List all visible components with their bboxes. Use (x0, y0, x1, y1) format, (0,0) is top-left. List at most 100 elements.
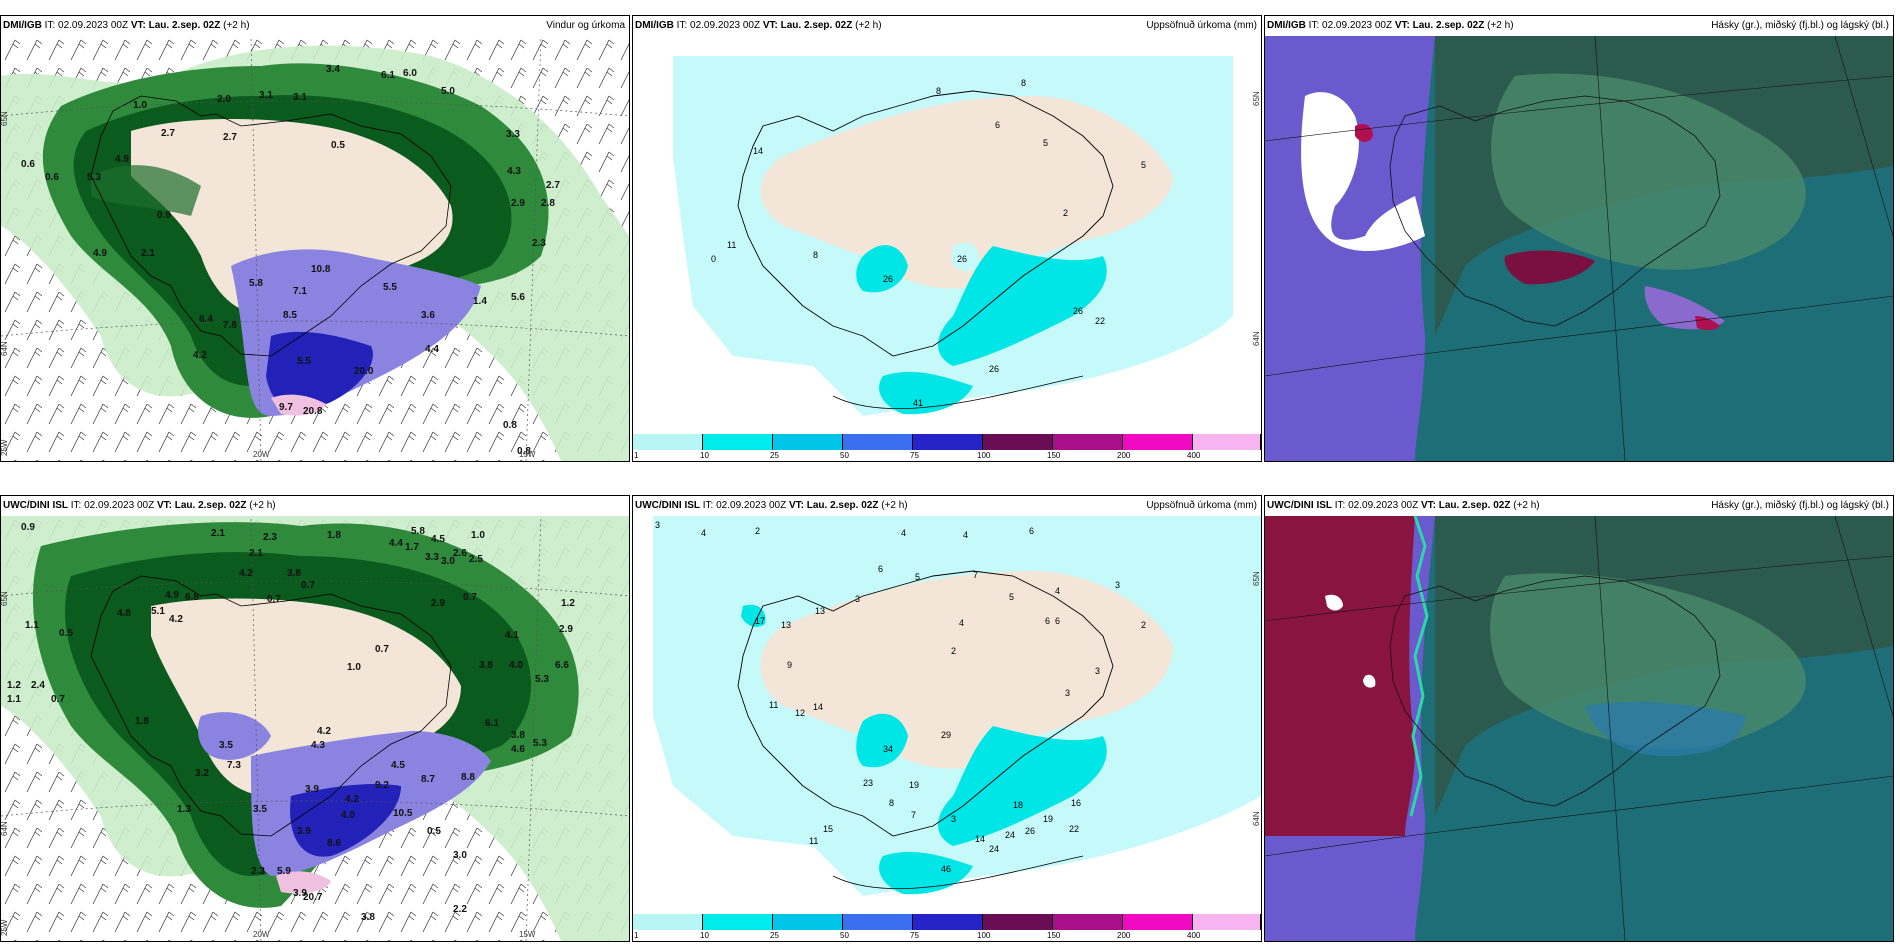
map-value: 4.2 (239, 568, 253, 579)
it-value: 02.09.2023 00Z (1348, 500, 1419, 511)
colorbar-label: 400 (1187, 451, 1201, 460)
colorbar-label: 150 (1047, 931, 1061, 940)
panel-uwc-wind: UWC/DINI ISL IT: 02.09.2023 00Z VT: Lau.… (0, 495, 630, 942)
wind-precip-map: 0.9 2.1 2.3 1.8 5.8 4.5 1.0 4.4 1.7 2.6 … (1, 516, 629, 941)
lead-time: (+2 h) (1487, 20, 1514, 31)
it-value: 02.09.2023 00Z (58, 20, 129, 31)
map-value: 23 (863, 778, 873, 788)
map-value: 4.8 (117, 608, 131, 619)
map-value: 6 (995, 120, 1000, 130)
panel-dmi-wind: DMI/IGB IT: 02.09.2023 00Z VT: Lau. 2.se… (0, 15, 630, 462)
colorbar-segment (633, 434, 703, 450)
map-value: 4.2 (193, 350, 207, 361)
axis-label: 65N (1, 591, 9, 606)
lead-time: (+2 h) (249, 500, 276, 511)
panel-header: DMI/IGB IT: 02.09.2023 00Z VT: Lau. 2.se… (633, 16, 1261, 36)
map-value: 5.8 (411, 526, 425, 537)
map-value: 3.9 (293, 888, 307, 899)
colorbar-label: 50 (840, 451, 849, 460)
precip-map: 3 4 2 4 4 6 6 5 3 17 13 13 7 5 4 3 2 6 6… (633, 516, 1261, 906)
map-value: 0.6 (21, 159, 35, 170)
map-value: 20.0 (354, 366, 374, 377)
map-value: 26 (1025, 826, 1035, 836)
map-value: 0.9 (21, 522, 35, 533)
map-value: 1.1 (25, 620, 39, 631)
panel-uwc-precip: UWC/DINI ISL IT: 02.09.2023 00Z VT: Lau.… (632, 495, 1262, 942)
map-value: 16 (1071, 798, 1081, 808)
colorbar-segment (773, 914, 843, 930)
vt-label: VT: Lau. 2.sep. 02Z (762, 20, 853, 31)
map-value: 3 (951, 814, 956, 824)
map-value: 14 (813, 702, 823, 712)
colorbar-label: 75 (910, 931, 919, 940)
vt-label: VT: Lau. 2.sep. 02Z (156, 500, 247, 511)
axis-label: 25W (1, 439, 9, 456)
map-value: 4.2 (345, 794, 359, 805)
panel-uwc-cloud: UWC/DINI ISL IT: 02.09.2023 00Z VT: Lau.… (1264, 495, 1894, 942)
map-value: 5 (915, 572, 920, 582)
map-value: 5 (1141, 160, 1146, 170)
model-name: UWC/DINI ISL (635, 500, 700, 511)
map-value: 2.7 (546, 180, 560, 191)
panel-dmi-precip: DMI/IGB IT: 02.09.2023 00Z VT: Lau. 2.se… (632, 15, 1262, 462)
axis-label: 65N (1252, 571, 1261, 586)
axis-label: 64N (1252, 331, 1261, 346)
map-value: 13 (815, 606, 825, 616)
map-value: 1.3 (177, 804, 191, 815)
map-value: 2.2 (453, 904, 467, 915)
axis-label: 65N (1, 111, 9, 126)
axis-label: 65N (1252, 91, 1261, 106)
precip-map: 8 8 6 5 5 14 2 0 11 8 26 26 26 22 26 41 … (633, 36, 1261, 426)
lead-time: (+2 h) (223, 20, 250, 31)
colorbar-label: 400 (1187, 931, 1201, 940)
map-value: 8.6 (327, 838, 341, 849)
axis-label: 15W (519, 450, 536, 459)
map-value: 7.1 (293, 286, 307, 297)
map-value: 2.3 (251, 866, 265, 877)
map-value: 0.8 (503, 420, 517, 431)
colorbar-segment (633, 914, 703, 930)
map-value: 41 (913, 398, 923, 408)
map-value: 26 (883, 274, 893, 284)
map-value: 8 (936, 86, 941, 96)
map-value: 4.6 (511, 744, 525, 755)
map-value: 17 (755, 616, 765, 626)
map-value: 7 (911, 810, 916, 820)
map-value: 4 (901, 528, 906, 538)
map-value: 2.5 (469, 554, 483, 565)
cloud-map (1265, 36, 1893, 461)
map-value: 8 (1021, 78, 1026, 88)
map-value: 0.8 (517, 446, 531, 457)
map-value: 0.7 (51, 694, 65, 705)
map-value: 3.0 (441, 556, 455, 567)
map-value: 20.7 (303, 892, 323, 903)
map-value: 2.4 (31, 680, 45, 691)
map-value: 4.9 (93, 248, 107, 259)
map-value: 3.4 (326, 64, 340, 75)
colorbar-segment (1193, 434, 1261, 450)
map-value: 6.0 (403, 68, 417, 79)
map-value: 6 (878, 564, 883, 574)
map-value: 1.0 (471, 530, 485, 541)
map-value: 3.3 (425, 552, 439, 563)
map-value: 3.8 (479, 660, 493, 671)
map-value: 5.6 (511, 292, 525, 303)
map-value: 6.6 (555, 660, 569, 671)
colorbar-segment (913, 914, 983, 930)
map-value: 14 (753, 146, 763, 156)
map-value: 4.4 (389, 538, 403, 549)
colorbar-label: 10 (700, 451, 709, 460)
map-value: 14 (975, 834, 985, 844)
colorbar-segment (1193, 914, 1261, 930)
panel-title: Hásky (gr.), miðský (fj.bl.) og lágský (… (1711, 20, 1889, 31)
map-value: 4 (1055, 586, 1060, 596)
map-value: 0.9 (157, 210, 171, 221)
map-value: 5 (1043, 138, 1048, 148)
map-value: 7 (973, 570, 978, 580)
map-value: 5.8 (249, 278, 263, 289)
colorbar-segment (1123, 914, 1193, 930)
map-value: 4.9 (165, 590, 179, 601)
map-value: 9.7 (279, 402, 293, 413)
panel-title: Uppsöfnuð úrkoma (mm) (1146, 500, 1257, 511)
axis-label: 64N (1, 341, 9, 356)
